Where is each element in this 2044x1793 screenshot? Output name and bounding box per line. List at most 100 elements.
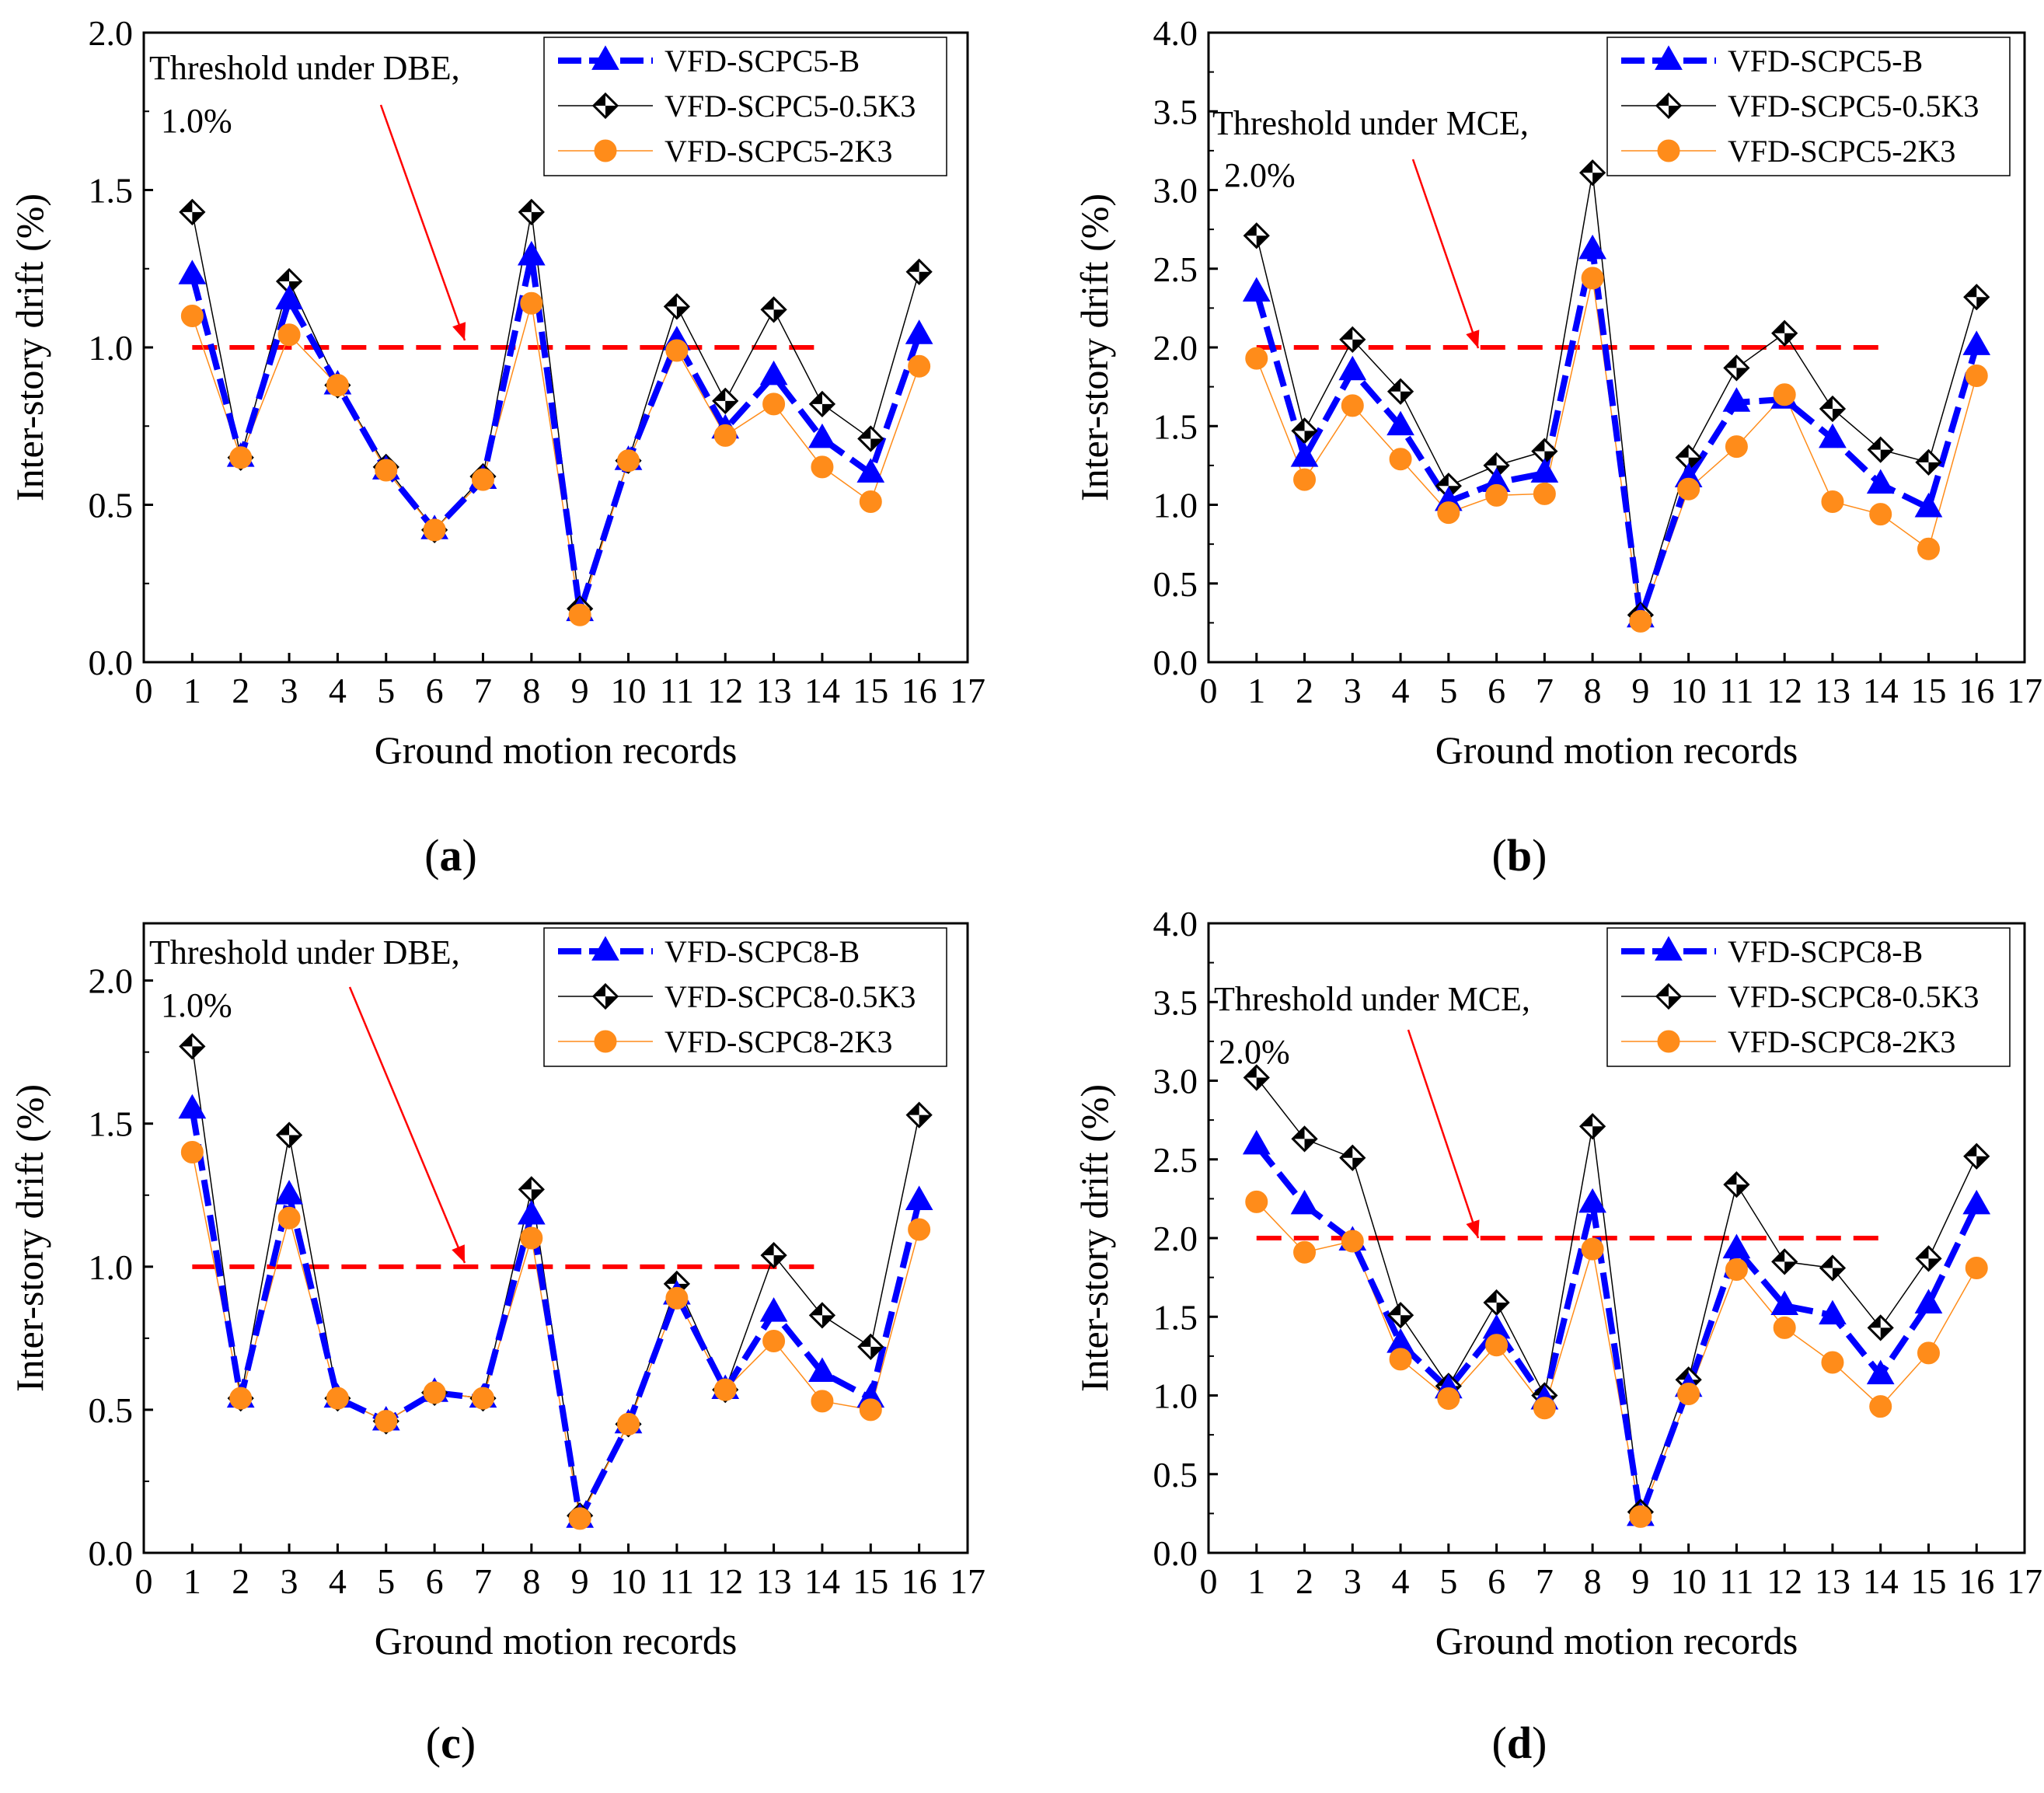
- legend-c: VFD-SCPC8-B VFD-SCPC8-0.5K3 VFD-SCPC8-2K3: [543, 927, 947, 1067]
- y-tick-label-b-3.0: 3.0: [1153, 171, 1198, 211]
- legend-marker-d-2k3: [1657, 1030, 1680, 1053]
- x-tick-label-d-15: 15: [1910, 1561, 1946, 1601]
- data-point-b-05k3-3: [1339, 326, 1366, 353]
- data-point-d-b-1: [1242, 1129, 1271, 1155]
- data-point-b-2k3-16: [1965, 364, 1988, 387]
- x-tick-label-c-13: 13: [756, 1561, 792, 1601]
- data-point-c-2k3-7: [471, 1387, 494, 1410]
- x-tick-label-a-16: 16: [902, 671, 937, 710]
- x-tick-label-a-4: 4: [329, 671, 347, 710]
- data-point-d-2k3-6: [1485, 1334, 1509, 1357]
- x-tick-label-c-1: 1: [183, 1561, 201, 1601]
- x-tick-label-d-5: 5: [1439, 1561, 1457, 1601]
- y-tick-label-a-2.0: 2.0: [89, 13, 134, 53]
- data-point-a-05k3-13: [760, 296, 787, 323]
- data-point-c-2k3-6: [423, 1381, 446, 1404]
- x-axis-title-c: Ground motion records: [375, 1619, 738, 1662]
- data-point-b-b-7: [1530, 458, 1559, 483]
- x-tick-label-d-17: 17: [2007, 1561, 2042, 1601]
- data-point-b-2k3-11: [1725, 435, 1748, 459]
- x-tick-label-d-0: 0: [1200, 1561, 1218, 1601]
- data-point-a-b-1: [178, 260, 207, 284]
- x-tick-label-a-3: 3: [281, 671, 298, 710]
- x-tick-label-d-14: 14: [1863, 1561, 1899, 1601]
- legend-label-c-2k3: VFD-SCPC8-2K3: [664, 1024, 892, 1059]
- x-axis-title-d: Ground motion records: [1435, 1619, 1798, 1662]
- data-point-b-b-16: [1962, 330, 1991, 355]
- x-tick-label-d-8: 8: [1584, 1561, 1602, 1601]
- data-point-d-b-12: [1770, 1290, 1799, 1315]
- data-point-c-b-8: [517, 1199, 546, 1225]
- x-tick-label-a-6: 6: [426, 671, 444, 710]
- panel-label-d: (d): [1492, 1718, 1547, 1768]
- chart-panel-d: 0 1 2 3 4 5 6 7 8 9 10 11 12 13 14 15 16 170.00.51.01.52.…: [1073, 904, 2042, 1662]
- data-point-b-b-11: [1722, 387, 1751, 412]
- data-point-d-2k3-12: [1773, 1316, 1796, 1339]
- y-tick-label-b-1.5: 1.5: [1153, 406, 1198, 446]
- legend-label-d-b: VFD-SCPC8-B: [1728, 934, 1923, 969]
- data-point-a-2k3-16: [908, 354, 931, 378]
- legend-marker-d-b: [1655, 936, 1683, 961]
- data-point-c-2k3-13: [762, 1330, 786, 1353]
- data-point-b-05k3-4: [1387, 378, 1414, 405]
- threshold-annotation-line2-a: 1.0%: [161, 102, 232, 140]
- data-point-d-2k3-4: [1389, 1348, 1412, 1371]
- data-point-b-2k3-15: [1917, 537, 1940, 560]
- panel-label-b: (b): [1492, 830, 1547, 881]
- series-line-d-2k3: [1256, 1201, 1977, 1519]
- data-point-b-2k3-13: [1821, 490, 1844, 513]
- y-tick-label-d-1.0: 1.0: [1153, 1376, 1198, 1416]
- data-point-d-05k3-12: [1771, 1248, 1798, 1275]
- data-point-d-b-2: [1290, 1189, 1319, 1215]
- legend-b: VFD-SCPC5-B VFD-SCPC5-0.5K3 VFD-SCPC5-2K3: [1606, 37, 2011, 176]
- data-point-d-05k3-8: [1578, 1113, 1606, 1140]
- data-point-d-b-15: [1914, 1289, 1943, 1313]
- data-point-a-05k3-16: [905, 258, 933, 285]
- data-point-c-b-1: [178, 1094, 207, 1119]
- data-point-c-2k3-10: [617, 1412, 640, 1435]
- data-point-d-b-13: [1819, 1299, 1847, 1325]
- data-point-a-2k3-6: [423, 518, 446, 542]
- data-point-c-2k3-8: [520, 1226, 543, 1250]
- x-tick-label-c-2: 2: [232, 1561, 249, 1601]
- x-tick-label-c-14: 14: [804, 1561, 840, 1601]
- legend-d: VFD-SCPC8-B VFD-SCPC8-0.5K3 VFD-SCPC8-2K3: [1606, 927, 2011, 1067]
- data-point-d-b-11: [1722, 1233, 1751, 1259]
- y-tick-label-d-0.5: 0.5: [1153, 1455, 1198, 1495]
- y-tick-label-d-4.0: 4.0: [1153, 904, 1198, 944]
- series-line-d-b: [1254, 1143, 1979, 1530]
- data-point-c-b-3: [275, 1180, 303, 1205]
- data-point-b-2k3-2: [1293, 468, 1317, 491]
- x-axis-title-a: Ground motion records: [375, 728, 738, 772]
- threshold-arrowhead-d: [1466, 1219, 1480, 1238]
- legend-label-d-2k3: VFD-SCPC8-2K3: [1728, 1024, 1955, 1059]
- legend-marker-c-b: [591, 936, 619, 961]
- data-point-a-2k3-8: [520, 291, 543, 315]
- data-point-a-b-8: [517, 240, 546, 266]
- data-point-c-05k3-15: [857, 1333, 884, 1361]
- chart-panel-c: 0 1 2 3 4 5 6 7 8 9 10 11 12 13 14 15 16 170.00.51.01.52.…: [8, 922, 985, 1662]
- legend-marker-b-05k3: [1655, 92, 1683, 120]
- x-tick-label-a-15: 15: [853, 671, 888, 710]
- x-tick-label-d-4: 4: [1392, 1561, 1410, 1601]
- x-tick-label-d-13: 13: [1815, 1561, 1850, 1601]
- data-point-b-05k3-8: [1578, 159, 1606, 187]
- x-tick-label-c-16: 16: [902, 1561, 937, 1601]
- x-tick-label-a-14: 14: [804, 671, 840, 710]
- data-point-b-2k3-5: [1437, 501, 1460, 525]
- y-axis-title-c: Inter-story drift (%): [8, 1084, 51, 1392]
- y-tick-label-c-0.0: 0.0: [89, 1533, 134, 1573]
- legend-a: VFD-SCPC5-B VFD-SCPC5-0.5K3 VFD-SCPC5-2K3: [543, 37, 947, 176]
- data-point-a-2k3-3: [277, 323, 301, 347]
- data-point-d-05k3-13: [1819, 1254, 1847, 1282]
- data-point-c-2k3-4: [326, 1387, 349, 1410]
- x-tick-label-a-0: 0: [135, 671, 153, 710]
- threshold-arrow-c: [348, 986, 466, 1264]
- data-point-d-2k3-7: [1533, 1397, 1556, 1420]
- data-point-d-05k3-6: [1483, 1289, 1510, 1317]
- data-point-c-2k3-3: [277, 1206, 301, 1230]
- data-point-c-b-14: [808, 1357, 836, 1382]
- x-tick-label-c-12: 12: [707, 1561, 743, 1601]
- data-point-a-2k3-4: [326, 374, 349, 397]
- x-tick-label-a-9: 9: [571, 671, 589, 710]
